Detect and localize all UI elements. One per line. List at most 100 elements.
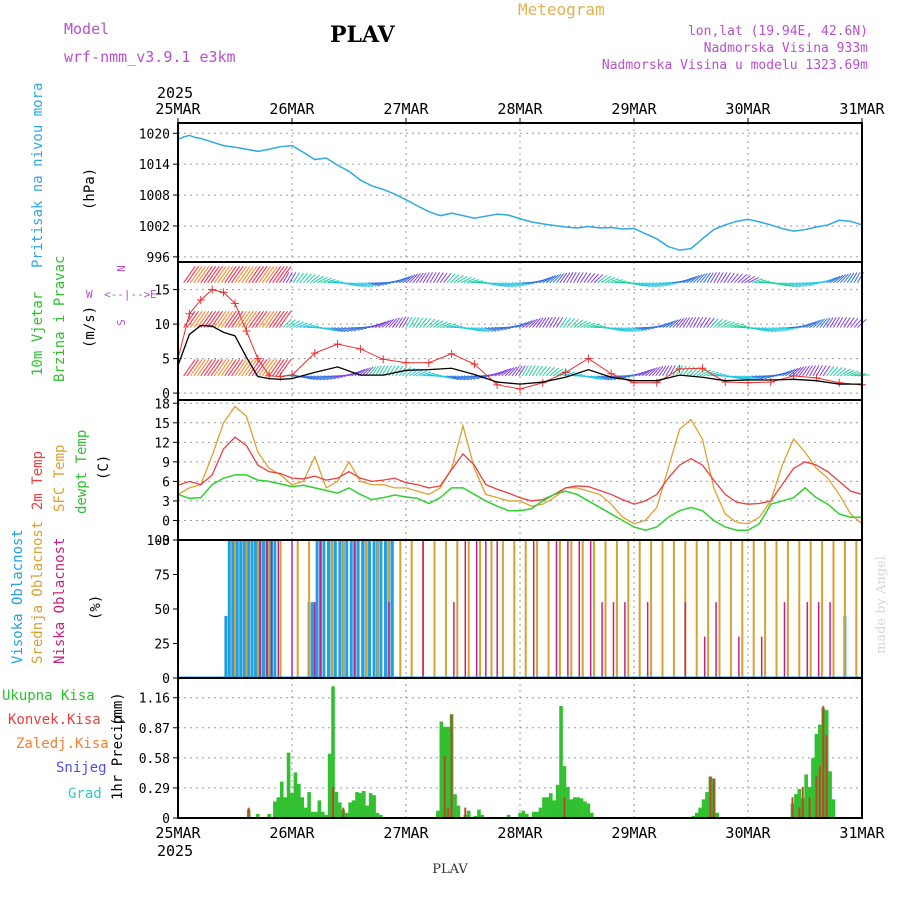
wind-barb xyxy=(809,320,820,328)
precip-total-bar xyxy=(477,809,481,818)
elevation-text: Nadmorska Visina 933m xyxy=(703,41,868,56)
wind-barb xyxy=(354,282,367,288)
wind-barb xyxy=(614,327,627,332)
wind-barb xyxy=(611,327,623,332)
wind-barb xyxy=(422,372,435,377)
precip-convective-bar xyxy=(801,786,804,818)
wind-barb xyxy=(467,375,480,380)
wind-barb xyxy=(374,321,386,328)
wind-barb xyxy=(491,327,504,331)
wind-barb xyxy=(600,375,613,381)
wind-barb xyxy=(713,272,721,283)
wind-barb xyxy=(217,359,230,377)
wind-barb xyxy=(590,375,603,381)
wind-barb xyxy=(843,369,855,377)
wind-barb xyxy=(542,317,550,328)
wind-barb xyxy=(292,321,304,328)
wind-barb xyxy=(457,275,468,284)
wind-barb xyxy=(186,359,200,377)
precip-total-bar xyxy=(506,814,511,818)
wind-barb xyxy=(200,310,213,328)
wind-barb xyxy=(207,359,220,377)
wind-barb xyxy=(672,318,682,328)
precip-total-bar xyxy=(579,798,584,818)
precip-total-bar xyxy=(698,807,702,818)
precip-total-bar xyxy=(794,794,798,818)
precip-convective-bar xyxy=(464,807,467,818)
wind-barb xyxy=(775,282,788,287)
wind-barb xyxy=(713,374,726,377)
wind-barb xyxy=(792,282,804,288)
wind-barb xyxy=(764,327,777,333)
wind-barb xyxy=(754,375,767,380)
wind-barb xyxy=(538,365,547,377)
wind-barb xyxy=(795,282,808,287)
wind-barb xyxy=(354,327,367,330)
wind-barb xyxy=(655,365,664,377)
precip-total-bar xyxy=(331,686,335,818)
top-day-label: 27MAR xyxy=(383,100,429,118)
precip-total-bar xyxy=(379,814,383,818)
precip-convective-bar xyxy=(332,786,335,818)
product-name: Meteogram xyxy=(518,0,605,19)
wind-barb xyxy=(566,272,574,283)
legend-hail: Grad xyxy=(68,786,102,802)
precip-total-bar xyxy=(439,721,444,818)
wind-barb xyxy=(768,327,781,332)
wind-barb xyxy=(532,318,541,328)
wind-barb xyxy=(682,317,691,328)
wind-barb xyxy=(806,282,819,285)
wind-barb xyxy=(545,316,553,328)
wind-barb xyxy=(244,266,258,283)
wind-barb xyxy=(658,322,671,329)
wind-barb xyxy=(843,317,851,328)
wind-barb xyxy=(224,359,237,377)
wind-barb xyxy=(395,365,404,377)
wind-barb xyxy=(617,327,630,333)
precip-convective-bar xyxy=(815,776,818,818)
wind-barb xyxy=(446,375,459,380)
wind-barb xyxy=(268,310,282,328)
wind-barb xyxy=(542,276,554,284)
wind-barb xyxy=(624,327,637,332)
wind-barb xyxy=(203,310,217,328)
wind-barb xyxy=(829,275,841,284)
wind-barb xyxy=(710,318,719,328)
wind-barb xyxy=(426,318,436,328)
wind-barb xyxy=(224,266,237,283)
wind-barb xyxy=(573,272,581,283)
wind-barb xyxy=(833,367,843,377)
top-day-label: 26MAR xyxy=(269,100,315,118)
wind-barb xyxy=(457,375,469,381)
wind-barb xyxy=(723,321,735,328)
wind-barb xyxy=(316,375,329,381)
wind-barb xyxy=(754,327,767,332)
wind-barb xyxy=(634,370,647,377)
wind-barb xyxy=(214,310,227,328)
bottom-day-label: 30MAR xyxy=(725,824,771,842)
wind-barb xyxy=(604,276,616,284)
wind-barb xyxy=(261,266,275,283)
wind-barb xyxy=(549,274,559,284)
wind-barb xyxy=(669,319,679,328)
precip-total-bar xyxy=(525,813,529,818)
y-tick-label: 6 xyxy=(162,475,170,490)
wind-barb xyxy=(559,317,568,328)
precip-convective-bar xyxy=(447,807,450,818)
wind-barb xyxy=(241,359,254,377)
wind-barb xyxy=(709,272,717,283)
wind-barb xyxy=(521,320,533,328)
wind-barb xyxy=(699,369,711,377)
wind-barb xyxy=(371,365,380,377)
wind-barb xyxy=(662,321,674,328)
wind-barb xyxy=(320,375,333,380)
wind-barb xyxy=(549,367,560,377)
wind-barb xyxy=(515,322,527,329)
wind-barb xyxy=(388,318,398,328)
wind-barb xyxy=(850,317,859,328)
wind-barb xyxy=(330,327,343,333)
wind-barb xyxy=(518,321,530,328)
legend-convective-rain: Konvek.Kisa xyxy=(8,712,101,728)
wind-barb xyxy=(207,310,220,328)
y-tick-label: 15 xyxy=(154,417,170,432)
